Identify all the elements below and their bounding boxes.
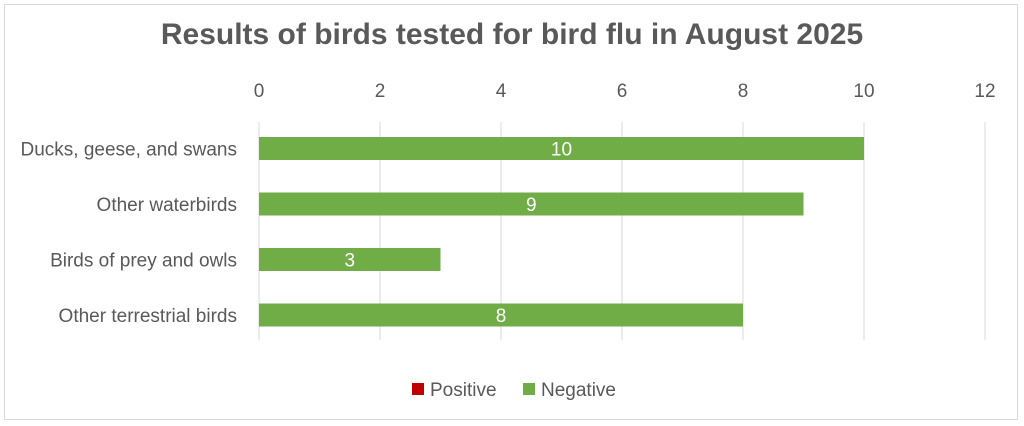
- data-label: 9: [526, 195, 537, 216]
- category-label: Birds of prey and owls: [50, 251, 237, 272]
- data-label: 10: [551, 140, 572, 161]
- x-tick-label: 6: [617, 81, 628, 102]
- data-label: 8: [496, 306, 507, 327]
- legend-label-negative: Negative: [541, 380, 616, 401]
- x-tick-label: 2: [375, 81, 386, 102]
- legend-swatch-positive: [412, 383, 424, 395]
- category-label: Ducks, geese, and swans: [20, 140, 237, 161]
- data-label: 3: [344, 251, 355, 272]
- legend-label-positive: Positive: [430, 380, 497, 401]
- x-tick-label: 8: [738, 81, 749, 102]
- category-label: Other waterbirds: [97, 195, 237, 216]
- x-tick-label: 10: [853, 81, 874, 102]
- bar-negative: [259, 303, 743, 327]
- x-tick-label: 0: [254, 81, 265, 102]
- bar-negative: [259, 248, 441, 271]
- chart-title: Results of birds tested for bird flu in …: [160, 18, 864, 51]
- legend-swatch-negative: [523, 383, 535, 395]
- x-tick-label: 12: [974, 81, 995, 102]
- bar-negative: [259, 137, 864, 160]
- category-label: Other terrestrial birds: [59, 306, 237, 327]
- bar-negative: [259, 192, 804, 216]
- x-tick-label: 4: [496, 81, 507, 102]
